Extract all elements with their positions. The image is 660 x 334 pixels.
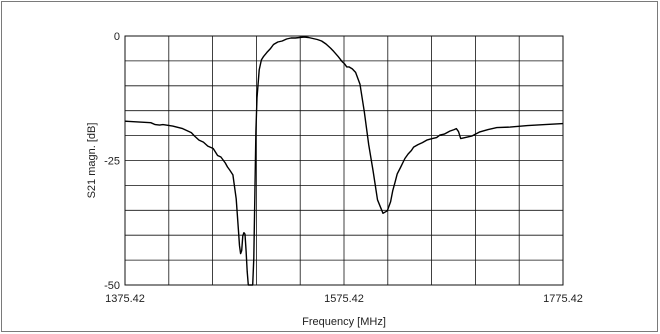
x-tick-label: 1575.42	[324, 293, 364, 305]
x-axis-title: Frequency [MHz]	[302, 316, 386, 328]
x-tick-label: 1375.42	[105, 293, 145, 305]
y-tick-label: -25	[104, 156, 120, 168]
y-axis-title: S21 magn. [dB]	[86, 123, 98, 199]
x-tick-labels: 1375.42 1575.42 1775.42	[105, 293, 583, 305]
y-tick-label: -50	[104, 280, 120, 292]
x-tick-label: 1775.42	[543, 293, 583, 305]
y-tick-labels: 0 -25 -50	[104, 31, 120, 292]
s21-magnitude-line	[124, 36, 564, 286]
plot-area	[124, 35, 564, 286]
grid	[125, 36, 563, 285]
y-tick-label: 0	[114, 31, 120, 43]
